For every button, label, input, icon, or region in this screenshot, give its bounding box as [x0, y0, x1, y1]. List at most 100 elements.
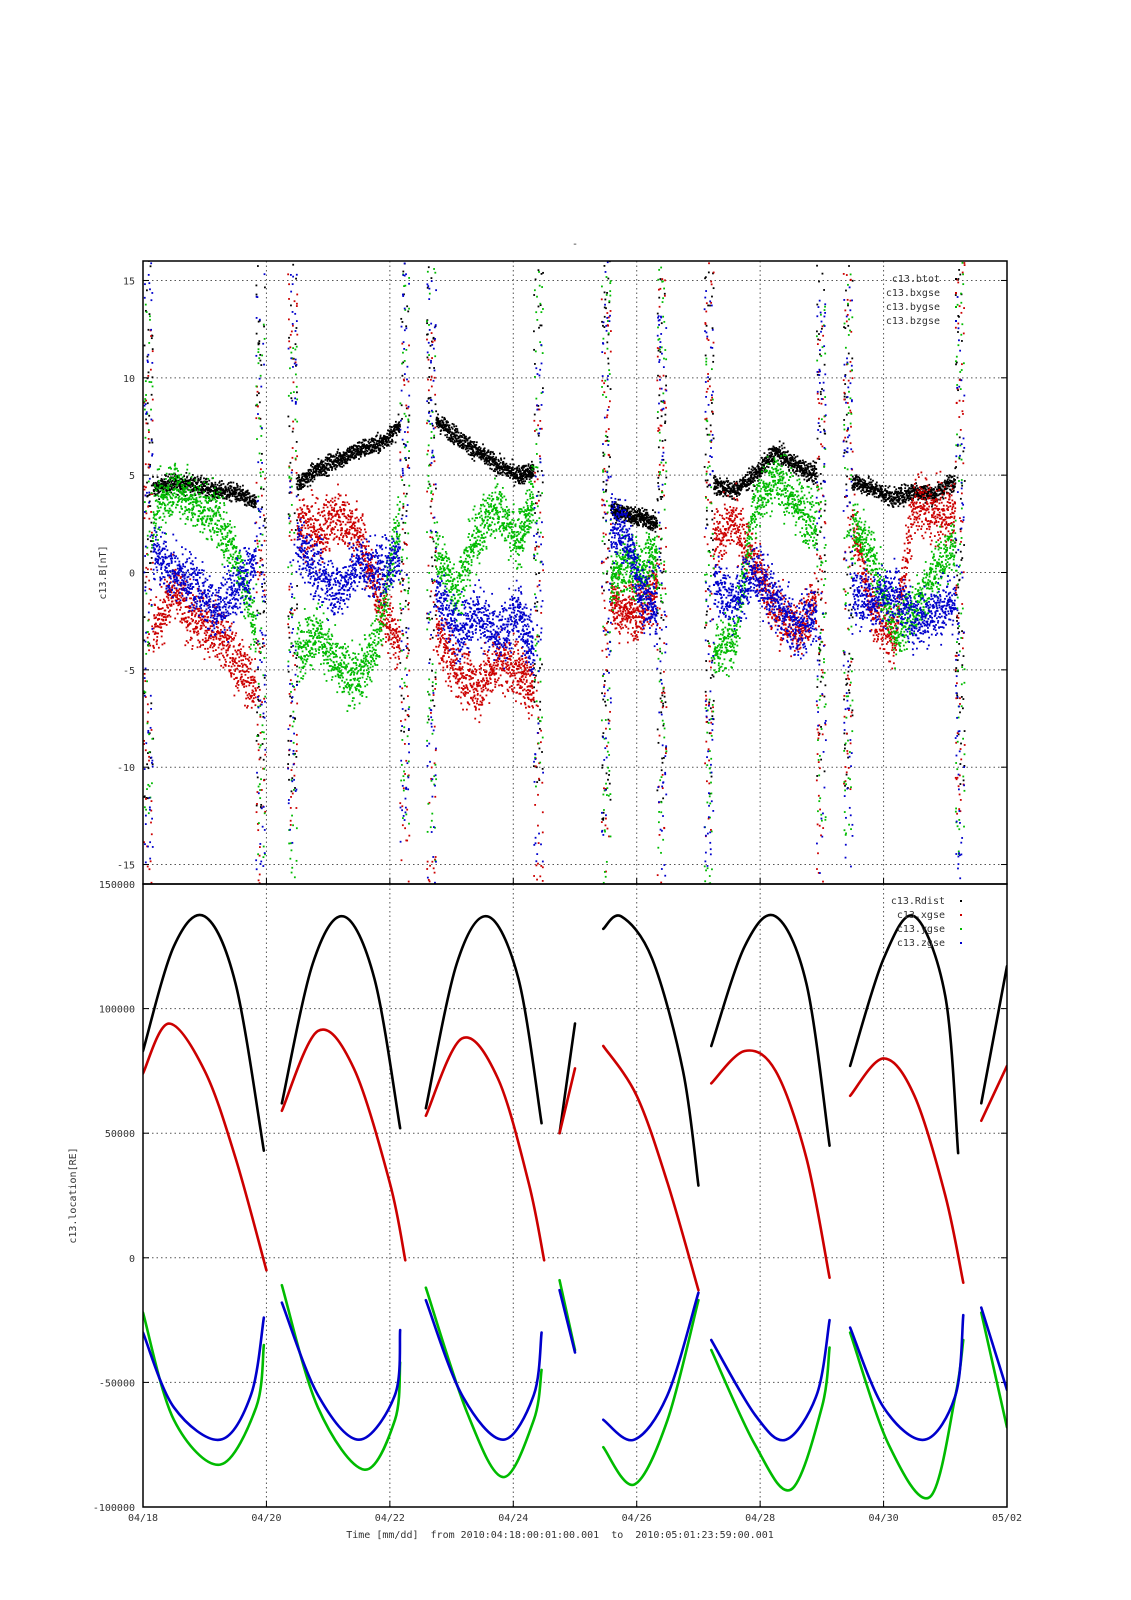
- data-point: [431, 617, 434, 620]
- data-point: [494, 461, 497, 464]
- data-point: [233, 490, 236, 493]
- data-point: [262, 611, 265, 614]
- data-point: [176, 486, 179, 489]
- data-point: [661, 757, 664, 760]
- data-point: [242, 488, 244, 491]
- data-point: [645, 508, 648, 511]
- data-point: [196, 481, 199, 484]
- data-point: [165, 595, 168, 598]
- data-point: [212, 495, 215, 498]
- data-point: [244, 503, 246, 506]
- data-point: [895, 488, 898, 491]
- data-point: [864, 486, 866, 489]
- data-point: [178, 602, 181, 605]
- data-point: [884, 500, 887, 502]
- data-point: [498, 463, 501, 465]
- data-point: [511, 458, 514, 461]
- data-point: [456, 428, 459, 430]
- data-point: [898, 499, 901, 502]
- data-point: [399, 156, 401, 158]
- data-point: [942, 493, 945, 496]
- data-point: [708, 182, 710, 184]
- data-point: [408, 414, 411, 417]
- data-point: [383, 447, 386, 449]
- data-point: [756, 471, 758, 474]
- data-point: [294, 529, 297, 531]
- data-point: [317, 467, 320, 470]
- data-point: [639, 509, 641, 511]
- data-point: [165, 624, 168, 626]
- data-point: [923, 486, 926, 489]
- data-point: [291, 430, 294, 433]
- data-point: [364, 446, 367, 448]
- data-point: [745, 474, 748, 477]
- data-point: [378, 443, 381, 446]
- data-point: [240, 494, 243, 497]
- data-point: [173, 572, 176, 575]
- data-point: [759, 470, 762, 473]
- data-point: [529, 476, 532, 478]
- data-point: [306, 475, 309, 478]
- data-point: [903, 489, 906, 492]
- data-point: [481, 453, 484, 455]
- data-point: [472, 445, 474, 448]
- data-point: [656, 612, 659, 615]
- data-point: [400, 317, 403, 320]
- data-point: [446, 433, 449, 436]
- data-point: [714, 480, 717, 483]
- data-point: [896, 494, 899, 497]
- data-point: [316, 464, 319, 467]
- data-point: [524, 473, 527, 475]
- data-point: [764, 471, 767, 474]
- data-point: [619, 510, 622, 513]
- data-point: [167, 592, 169, 595]
- data-point: [909, 498, 912, 500]
- data-point: [747, 477, 750, 480]
- data-point: [941, 484, 944, 487]
- data-point: [200, 489, 203, 492]
- data-point: [884, 488, 887, 491]
- data-point: [358, 458, 360, 460]
- data-point: [899, 494, 902, 497]
- data-point: [478, 456, 481, 459]
- data-point: [626, 520, 629, 523]
- data-point: [746, 471, 749, 474]
- data-point: [401, 232, 403, 234]
- data-point: [850, 206, 852, 208]
- data-point: [170, 603, 173, 606]
- magnetic-field-panel: -15-10-5051015c13.B[nT]c13.btotc13.bxgse…: [98, 156, 1008, 885]
- data-point: [405, 407, 408, 410]
- data-point: [855, 474, 858, 477]
- data-point: [626, 509, 629, 512]
- data-point: [191, 482, 194, 485]
- data-point: [300, 484, 303, 487]
- data-point: [729, 482, 731, 485]
- data-point: [164, 622, 166, 625]
- data-point: [860, 490, 862, 493]
- data-point: [516, 469, 519, 472]
- data-point: [496, 468, 498, 471]
- y-tick-label: -10: [117, 763, 135, 774]
- data-point: [472, 452, 475, 455]
- data-point: [241, 497, 244, 500]
- data-point: [254, 499, 257, 502]
- data-point: [811, 480, 814, 483]
- data-point: [717, 484, 720, 487]
- data-point: [520, 467, 523, 470]
- data-point: [466, 447, 469, 450]
- data-point: [736, 490, 739, 492]
- data-point: [726, 490, 729, 492]
- data-point: [505, 467, 508, 469]
- data-point: [877, 496, 880, 499]
- data-point: [890, 492, 893, 495]
- data-point: [816, 591, 819, 594]
- data-point: [844, 327, 847, 329]
- data-point: [523, 464, 525, 467]
- y-tick-label: 10: [123, 374, 135, 385]
- data-point: [606, 439, 609, 442]
- data-point: [602, 732, 605, 735]
- data-point: [298, 479, 301, 481]
- data-point: [813, 464, 816, 467]
- data-point: [787, 466, 790, 468]
- data-point: [766, 454, 769, 456]
